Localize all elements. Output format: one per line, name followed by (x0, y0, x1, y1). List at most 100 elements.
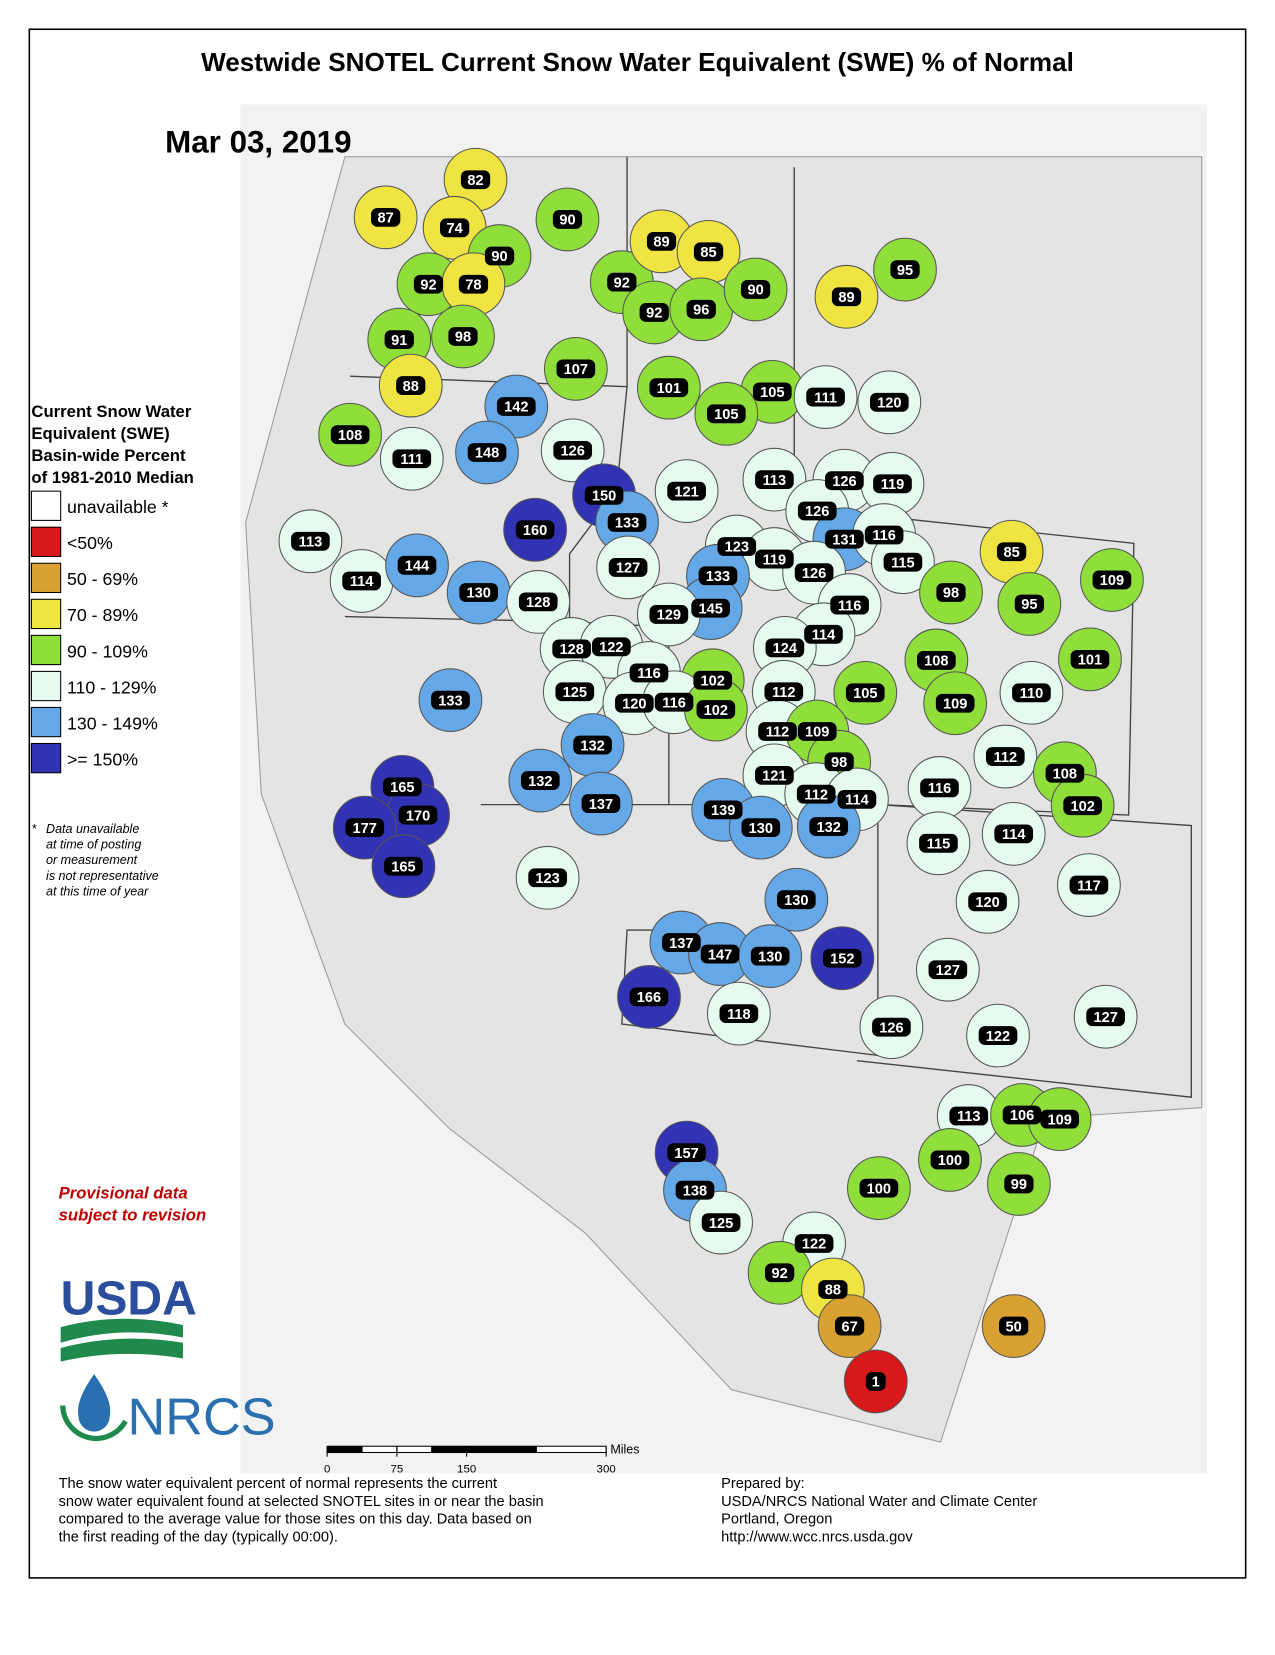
basin-label: 177 (353, 821, 377, 837)
basin-label: 114 (812, 628, 836, 644)
basin-label-box (935, 693, 975, 713)
credit-line: USDA/NRCS National Water and Climate Cen… (721, 1494, 1037, 1510)
basin-label: 116 (838, 598, 862, 614)
basin-label-box (607, 272, 637, 292)
basin-label: 139 (711, 803, 735, 819)
basin-label-box (330, 425, 370, 445)
basin-label: 121 (762, 769, 786, 785)
basin-labels: 87 82 74 90 90 92 78 91 98 92 89 85 92 96 90 89 95 107 88 1… (291, 170, 1132, 1391)
scale-segment (326, 1445, 363, 1454)
basin-label: 98 (455, 330, 471, 346)
basin-label: 132 (528, 774, 552, 790)
basin-label-box (392, 449, 432, 469)
title: Westwide SNOTEL Current Snow Water Equiv… (201, 47, 1074, 77)
credit-line: Portland, Oregon (721, 1512, 832, 1528)
footnote-line: is not representative (46, 869, 159, 883)
basin-label: 126 (802, 566, 826, 582)
basin-label-box (865, 1372, 886, 1391)
basin-label: 100 (938, 1153, 962, 1169)
basin-label-box (1070, 649, 1110, 669)
basin-label: 127 (616, 561, 640, 577)
provisional-note: subject to revision (59, 1206, 207, 1225)
basin-label-box (755, 470, 794, 490)
basin-label: 113 (763, 473, 787, 489)
basin-label: 115 (927, 837, 951, 853)
basin-label-box (978, 1026, 1018, 1045)
basin-label: 98 (831, 755, 847, 771)
basins: 87 82 74 90 90 92 78 91 98 92 89 85 92 96 90 89 95 107 88 1… (278, 147, 1144, 1414)
basin-label: 165 (390, 780, 414, 796)
basin-label: 115 (891, 555, 915, 571)
description-line: compared to the average value for those … (59, 1512, 532, 1528)
basin-label: 109 (1100, 573, 1124, 589)
basin-label-box (796, 784, 836, 804)
basin-label-box (883, 552, 923, 572)
basin-label-box (397, 555, 437, 575)
basin-label: 112 (994, 750, 1018, 766)
scale-segment (396, 1445, 433, 1454)
basin-label-box (930, 1150, 970, 1170)
usda-logo: USDA (61, 1272, 197, 1326)
basin-label-box (608, 558, 648, 577)
basin-label-box (706, 404, 746, 424)
basin-label-box (777, 890, 816, 910)
basin-label-box (1014, 594, 1044, 614)
basin-label-box (872, 1017, 911, 1037)
description: The snow water equivalent percent of nor… (59, 1476, 544, 1545)
basin-label: 106 (1010, 1108, 1034, 1124)
scale-tick-label: 75 (391, 1463, 404, 1475)
basin-label-box (870, 392, 909, 412)
basin-label: 119 (881, 477, 905, 493)
basin-label-box (999, 1316, 1029, 1336)
basin-label: 74 (446, 221, 463, 237)
scale-tick-label: 150 (457, 1463, 476, 1475)
basin-label: 89 (653, 235, 669, 251)
legend-label: 110 - 129% (67, 677, 157, 697)
basin-label: 112 (772, 685, 796, 701)
basin-label: 126 (805, 504, 829, 520)
nrcs-drop (77, 1374, 111, 1432)
basin-label-box (719, 1004, 759, 1024)
basin-label: 132 (580, 738, 604, 754)
basin-label: 160 (523, 523, 547, 539)
basin-label-box (629, 987, 669, 1007)
basin-label: 105 (853, 686, 877, 702)
basin-label: 98 (943, 586, 959, 602)
basin-label-box (584, 485, 624, 505)
basin-label: 108 (1053, 766, 1077, 782)
basin-label: 120 (975, 895, 999, 911)
basin-label: 142 (504, 400, 528, 416)
basin-label-box (396, 376, 426, 395)
basin-label: 110 (1020, 686, 1044, 702)
basin-label-box (890, 260, 920, 280)
provisional-note: Provisional data (59, 1184, 188, 1203)
basin-label: 101 (657, 381, 681, 397)
basin-label-box (654, 692, 694, 712)
legend-swatch (30, 706, 62, 738)
basin-label: 87 (378, 211, 394, 227)
basin-label: 127 (1093, 1010, 1117, 1026)
basin-label: 114 (1002, 827, 1026, 843)
basin-label: 50 (1006, 1319, 1022, 1335)
basin-label: 108 (924, 654, 948, 670)
basin-label-box (794, 563, 834, 583)
basin-label-box (825, 471, 864, 491)
basin-label: 88 (403, 379, 419, 395)
basin-label-box (1002, 1105, 1042, 1125)
footnote-line: or measurement (46, 853, 138, 867)
basin-label-box (949, 1106, 989, 1126)
basin-label-box (873, 474, 912, 494)
basin-label-box (1092, 570, 1132, 590)
basin-label-box (752, 382, 792, 402)
basin-label-box (552, 210, 583, 229)
basin-label: 118 (727, 1007, 751, 1023)
basin-label: 133 (706, 569, 730, 585)
basin-label: 105 (760, 385, 784, 401)
basin-label-box (764, 682, 804, 702)
basin-label: 152 (830, 951, 854, 967)
basin-label: 120 (877, 396, 901, 412)
basin-label: 137 (669, 936, 693, 952)
description-line: the first reading of the day (typically … (59, 1529, 338, 1545)
basin-label-box (764, 1263, 795, 1283)
basin-label-box (398, 805, 438, 825)
